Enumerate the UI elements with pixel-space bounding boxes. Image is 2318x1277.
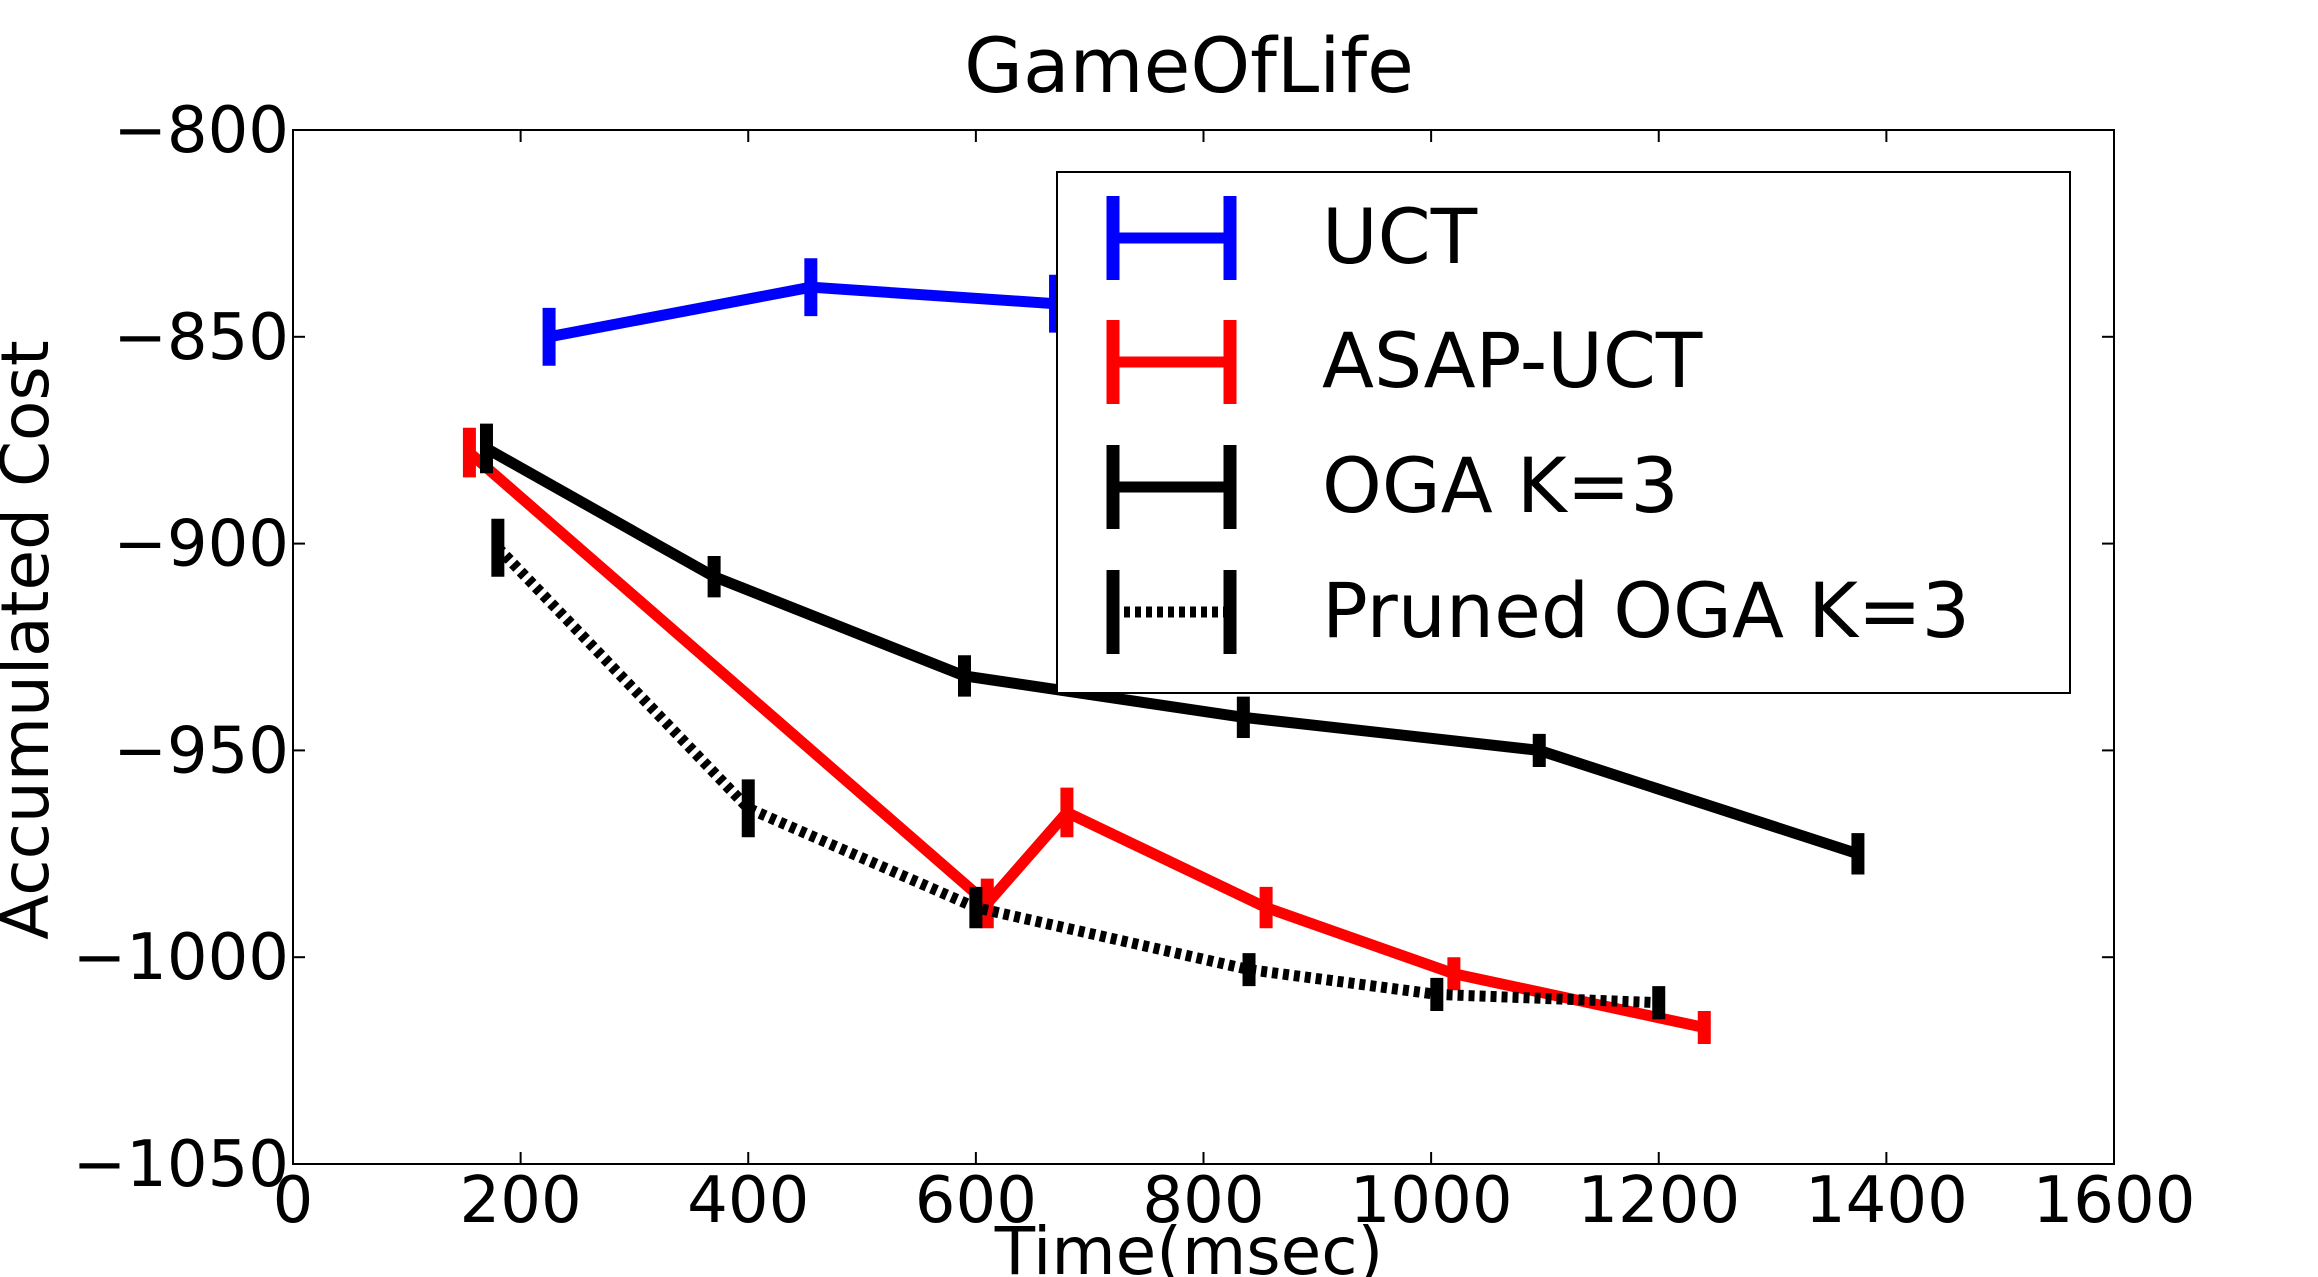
series-line	[483, 443, 1860, 860]
legend-label: ASAP-UCT	[1322, 316, 1703, 405]
y-tick-label: −900	[113, 508, 289, 582]
series-pruned-oga-k-3	[491, 518, 1666, 1020]
chart-title: GameOfLife	[964, 21, 1414, 110]
legend-label: UCT	[1322, 192, 1478, 281]
series-asap-uct	[462, 427, 1711, 1045]
y-tick-label: −850	[113, 301, 289, 375]
x-tick-label: 1000	[1350, 1164, 1513, 1238]
series-uct	[542, 258, 1063, 366]
x-tick-label: 0	[273, 1164, 314, 1238]
series-line	[493, 543, 1659, 1009]
x-tick-label: 600	[915, 1164, 1037, 1238]
x-tick-label: 400	[687, 1164, 809, 1238]
x-axis-label: Time(msec)	[994, 1213, 1384, 1277]
legend: UCT ASAP-UCT OGA K=3 Pruned OGA K=3	[1056, 171, 2071, 694]
x-tick-label: 800	[1142, 1164, 1264, 1238]
series-line	[465, 448, 1706, 1033]
y-tick-label: −1050	[73, 1128, 290, 1202]
series-oga-k-3	[479, 423, 1865, 875]
axis-ticks: 0 200 400 600 800 1000 1200 1400 1600 −800 −850 −90…	[73, 94, 2196, 1238]
x-tick-label: 1200	[1577, 1164, 1740, 1238]
y-tick-label: −1000	[73, 921, 290, 995]
x-tick-label: 1400	[1805, 1164, 1968, 1238]
legend-label: Pruned OGA K=3	[1322, 566, 1970, 655]
y-tick-label: −950	[113, 714, 289, 788]
y-axis-label: Accumulated Cost	[0, 340, 64, 939]
legend-label: OGA K=3	[1322, 441, 1679, 530]
series-layer	[462, 258, 1865, 1045]
y-tick-label: −800	[113, 94, 289, 168]
x-tick-label: 1600	[2033, 1164, 2196, 1238]
x-tick-label: 200	[460, 1164, 582, 1238]
